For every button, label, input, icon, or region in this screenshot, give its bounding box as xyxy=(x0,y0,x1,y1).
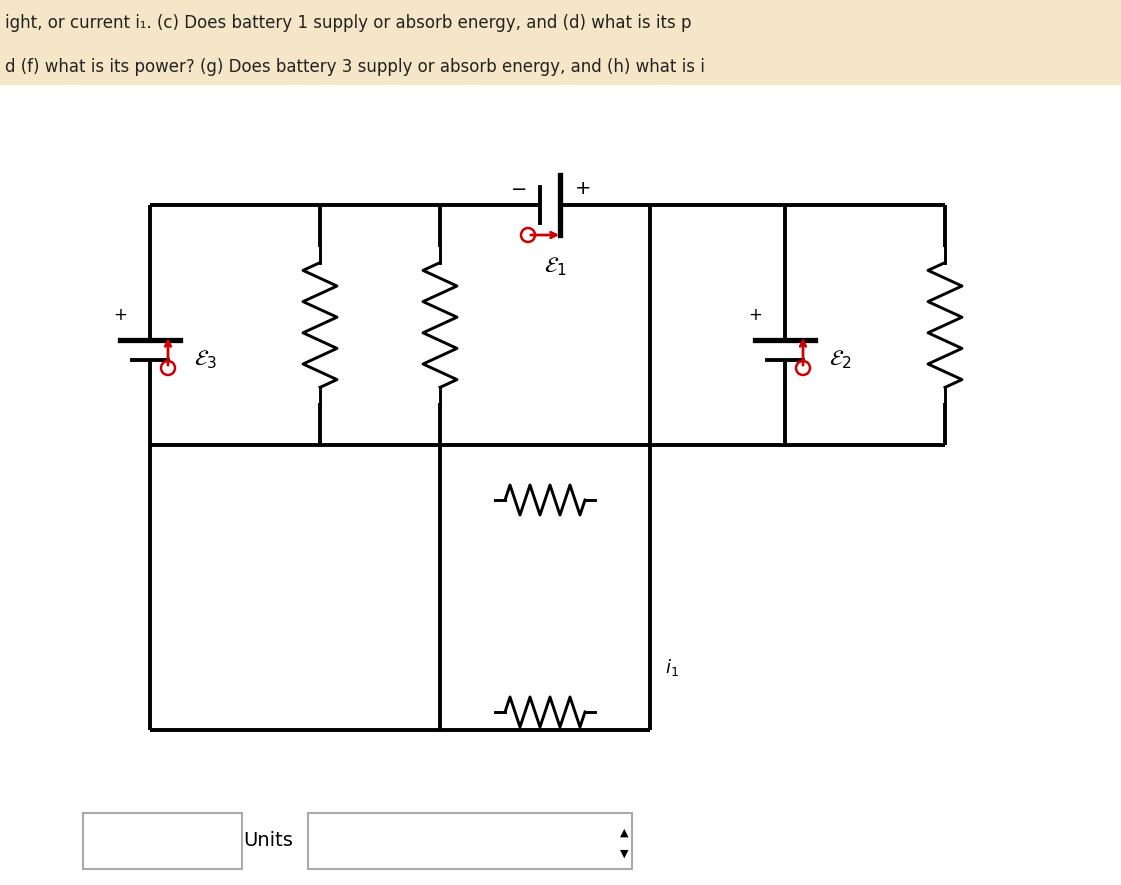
Text: $i_1$: $i_1$ xyxy=(665,658,679,679)
Text: $+$: $+$ xyxy=(574,179,590,197)
Text: $\mathcal{E}_1$: $\mathcal{E}_1$ xyxy=(544,256,566,278)
FancyBboxPatch shape xyxy=(308,813,632,869)
Text: ▲: ▲ xyxy=(620,828,628,838)
Text: ▼: ▼ xyxy=(620,849,628,859)
FancyBboxPatch shape xyxy=(83,813,242,869)
Text: $\mathcal{E}_2$: $\mathcal{E}_2$ xyxy=(830,349,852,372)
Text: $\mathcal{E}_3$: $\mathcal{E}_3$ xyxy=(194,349,217,372)
Text: $-$: $-$ xyxy=(510,179,526,197)
Text: $+$: $+$ xyxy=(748,306,762,324)
FancyBboxPatch shape xyxy=(0,0,1121,85)
Text: d (f) what is its power? (g) Does battery 3 supply or absorb energy, and (h) wha: d (f) what is its power? (g) Does batter… xyxy=(4,58,705,76)
Text: $+$: $+$ xyxy=(113,306,127,324)
Text: Units: Units xyxy=(243,832,293,850)
Text: ight, or current i₁. (c) Does battery 1 supply or absorb energy, and (d) what is: ight, or current i₁. (c) Does battery 1 … xyxy=(4,14,692,32)
